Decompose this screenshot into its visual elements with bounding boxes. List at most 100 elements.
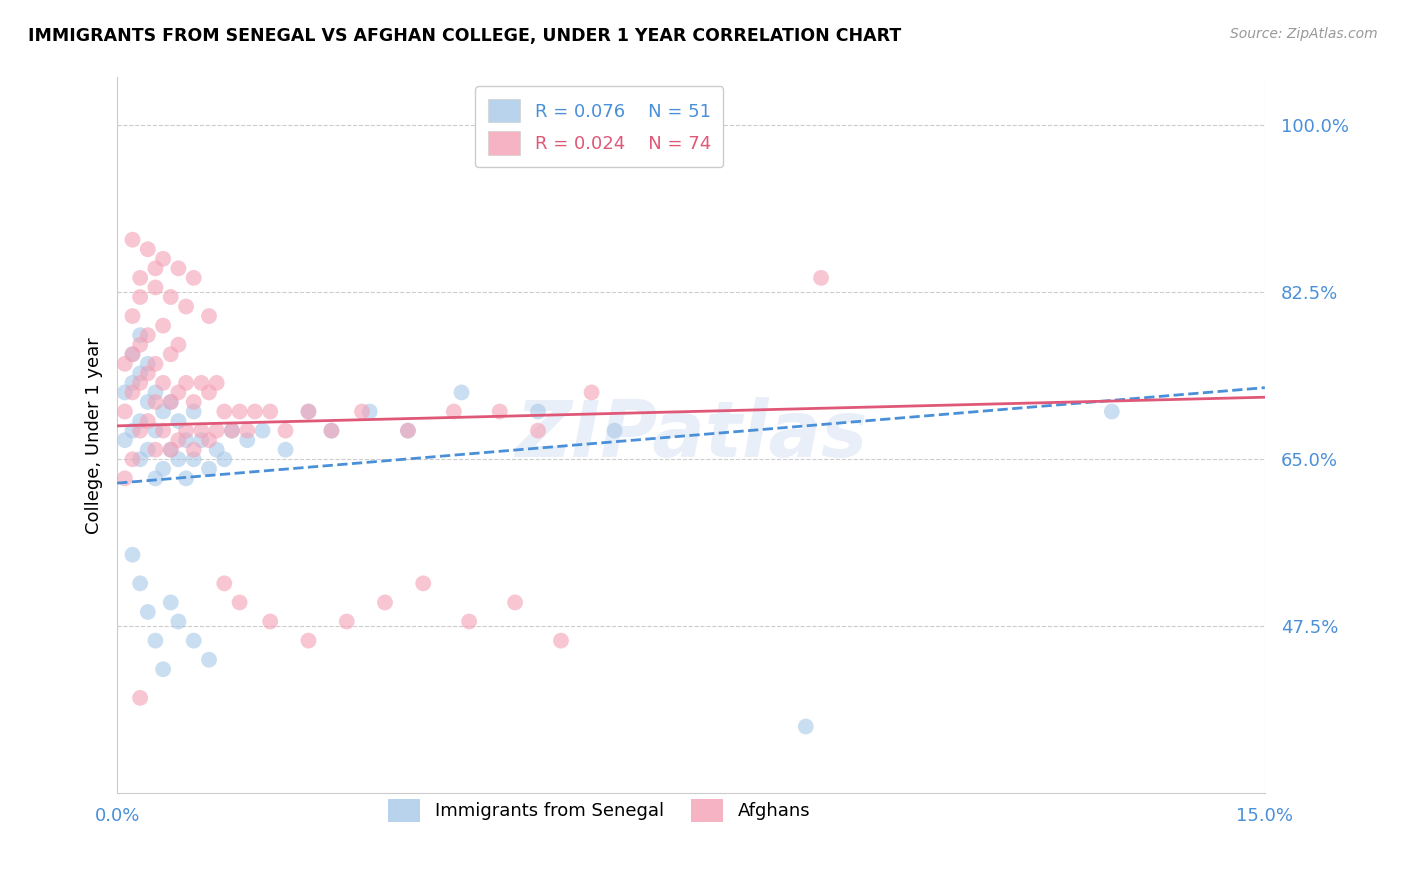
Point [129,576,152,591]
Point [458,615,481,629]
Point [183,633,205,648]
Point [145,424,167,438]
Point [336,615,359,629]
Point [205,424,228,438]
Point [174,471,197,485]
Point [174,433,197,447]
Point [221,424,243,438]
Point [136,328,159,343]
Point [129,271,152,285]
Point [205,376,228,390]
Point [274,442,297,457]
Point [167,261,190,276]
Point [527,424,550,438]
Point [159,347,181,361]
Point [152,318,174,333]
Point [214,576,236,591]
Point [214,404,236,418]
Point [136,242,159,256]
Point [159,395,181,409]
Point [145,633,167,648]
Point [174,424,197,438]
Point [443,404,465,418]
Point [114,433,136,447]
Point [136,414,159,428]
Point [114,385,136,400]
Point [236,433,259,447]
Point [152,662,174,676]
Point [321,424,343,438]
Point [145,280,167,294]
Text: IMMIGRANTS FROM SENEGAL VS AFGHAN COLLEGE, UNDER 1 YEAR CORRELATION CHART: IMMIGRANTS FROM SENEGAL VS AFGHAN COLLEG… [28,27,901,45]
Point [121,452,143,467]
Point [121,233,143,247]
Point [114,404,136,418]
Point [1101,404,1123,418]
Point [252,424,274,438]
Point [159,442,181,457]
Point [396,424,419,438]
Text: ZIPatlas: ZIPatlas [515,398,868,474]
Point [396,424,419,438]
Point [190,424,212,438]
Point [297,404,319,418]
Point [794,719,817,733]
Point [350,404,373,418]
Point [121,548,143,562]
Point [167,433,190,447]
Point [167,414,190,428]
Point [152,424,174,438]
Point [152,462,174,476]
Point [488,404,510,418]
Point [159,595,181,609]
Point [183,404,205,418]
Point [136,357,159,371]
Point [121,385,143,400]
Point [321,424,343,438]
Point [129,452,152,467]
Point [581,385,603,400]
Point [129,376,152,390]
Point [297,633,319,648]
Point [190,433,212,447]
Point [114,357,136,371]
Point [145,357,167,371]
Point [183,452,205,467]
Point [114,471,136,485]
Point [159,442,181,457]
Point [259,615,281,629]
Point [167,337,190,351]
Point [152,376,174,390]
Point [145,442,167,457]
Point [550,633,572,648]
Point [136,395,159,409]
Point [228,404,250,418]
Point [167,385,190,400]
Point [603,424,626,438]
Point [259,404,281,418]
Point [129,290,152,304]
Point [183,395,205,409]
Point [243,404,266,418]
Point [274,424,297,438]
Point [412,576,434,591]
Point [221,424,243,438]
Point [121,347,143,361]
Point [129,328,152,343]
Point [503,595,526,609]
Point [198,385,221,400]
Point [145,261,167,276]
Point [214,452,236,467]
Point [152,252,174,266]
Point [145,395,167,409]
Point [145,385,167,400]
Point [183,442,205,457]
Point [159,395,181,409]
Point [183,271,205,285]
Point [129,367,152,381]
Point [198,309,221,323]
Point [121,309,143,323]
Point [297,404,319,418]
Point [374,595,396,609]
Point [121,347,143,361]
